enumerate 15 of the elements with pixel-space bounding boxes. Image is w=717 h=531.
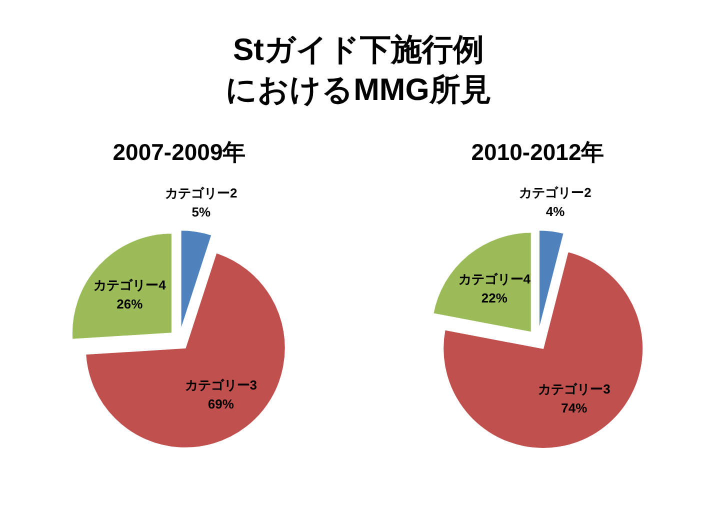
slice-label: カテゴリー3	[184, 378, 258, 393]
data-label: 22%	[481, 290, 508, 306]
data-label: 4%	[546, 204, 565, 220]
data-label: 69%	[208, 396, 234, 412]
chart-subtitle: 2007-2009年	[112, 139, 246, 165]
slice-label: カテゴリー4	[458, 272, 531, 287]
slice-label: カテゴリー4	[94, 277, 166, 292]
title: Stガイド下施行例におけるMMG所見	[224, 31, 492, 109]
slice-label: カテゴリー3	[538, 381, 610, 396]
data-label: 5%	[192, 204, 211, 220]
data-label: 26%	[116, 296, 143, 312]
slice-label: カテゴリー2	[519, 185, 592, 200]
data-label: 74%	[561, 400, 588, 416]
slice-label: カテゴリー2	[165, 186, 238, 201]
chart-subtitle: 2010-2012年	[471, 139, 604, 165]
